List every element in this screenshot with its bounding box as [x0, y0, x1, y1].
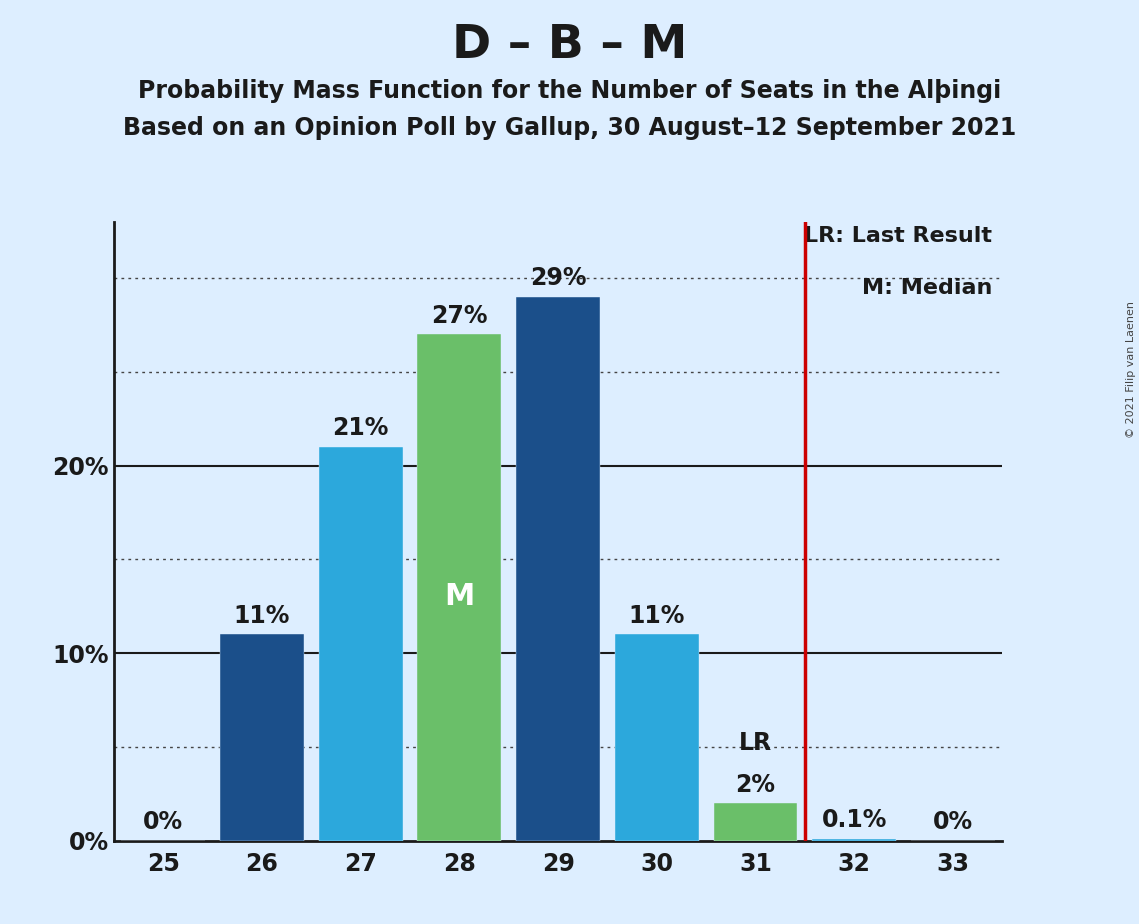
Text: 21%: 21%	[333, 417, 388, 441]
Bar	[516, 297, 600, 841]
Text: 29%: 29%	[530, 266, 587, 290]
Text: 27%: 27%	[432, 304, 487, 328]
Text: LR: Last Result: LR: Last Result	[804, 225, 992, 246]
Text: M: Median: M: Median	[862, 278, 992, 298]
Text: Based on an Opinion Poll by Gallup, 30 August–12 September 2021: Based on an Opinion Poll by Gallup, 30 A…	[123, 116, 1016, 140]
Text: 0%: 0%	[144, 810, 183, 834]
Text: 11%: 11%	[233, 604, 290, 628]
Bar	[220, 635, 304, 841]
Bar	[714, 803, 797, 841]
Text: M: M	[444, 582, 475, 612]
Bar	[319, 447, 403, 841]
Text: LR: LR	[739, 732, 772, 756]
Text: 0%: 0%	[933, 810, 973, 834]
Text: © 2021 Filip van Laenen: © 2021 Filip van Laenen	[1126, 301, 1136, 438]
Text: D – B – M: D – B – M	[452, 23, 687, 68]
Text: 2%: 2%	[736, 772, 776, 796]
Text: 11%: 11%	[629, 604, 685, 628]
Bar	[615, 635, 699, 841]
Text: Probability Mass Function for the Number of Seats in the Alþingi: Probability Mass Function for the Number…	[138, 79, 1001, 103]
Bar	[418, 334, 501, 841]
Text: 0.1%: 0.1%	[821, 808, 887, 833]
Bar	[812, 839, 896, 841]
